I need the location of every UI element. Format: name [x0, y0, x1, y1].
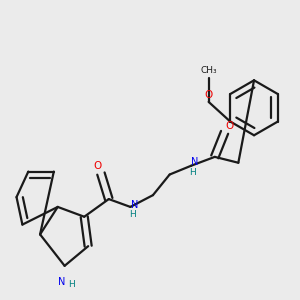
Text: O: O	[205, 90, 213, 100]
Text: N: N	[191, 157, 198, 167]
Text: H: H	[69, 280, 75, 289]
Text: O: O	[225, 122, 233, 131]
Text: H: H	[189, 168, 196, 177]
Text: N: N	[131, 200, 139, 210]
Text: H: H	[129, 210, 136, 219]
Text: CH₃: CH₃	[200, 66, 217, 75]
Text: N: N	[58, 277, 65, 287]
Text: O: O	[94, 161, 102, 171]
